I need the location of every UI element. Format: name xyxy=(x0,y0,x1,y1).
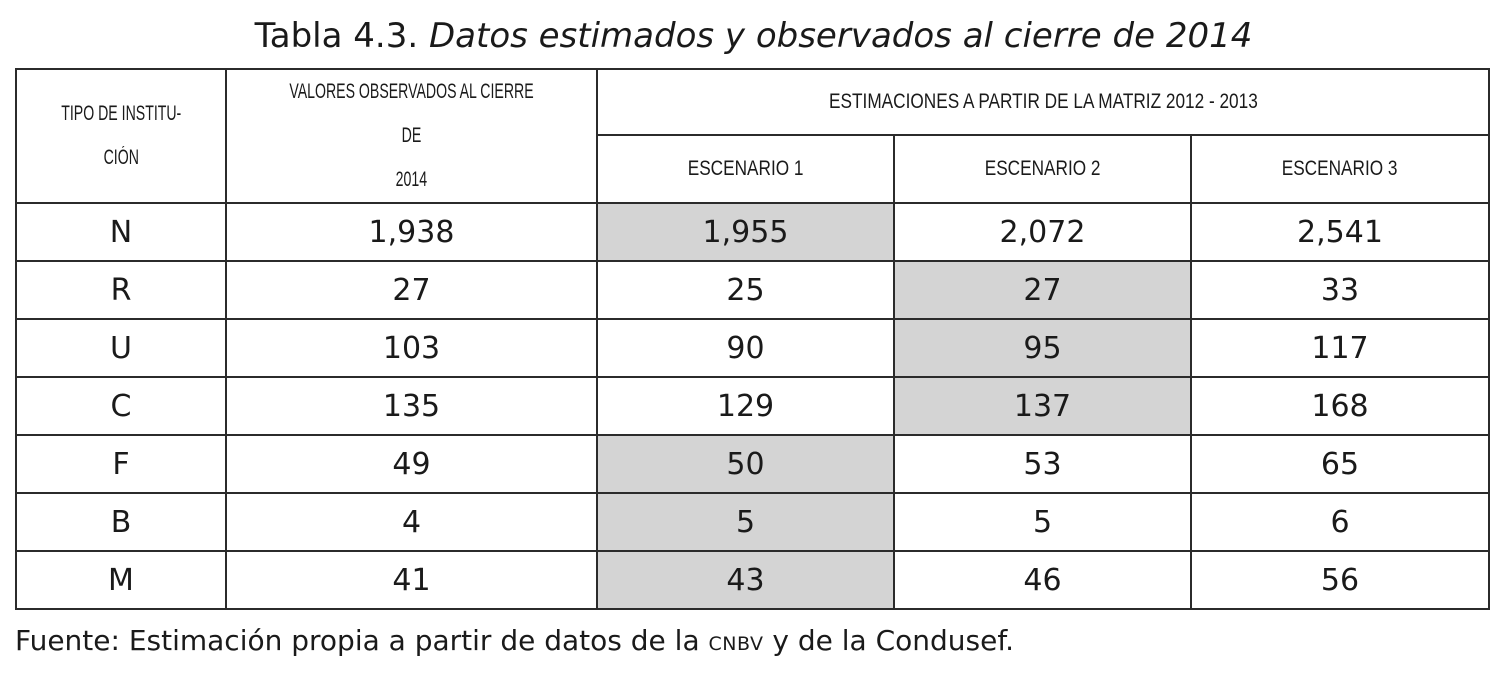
cell-observado: 1,938 xyxy=(225,202,598,262)
cell-escenario-2: 5 xyxy=(893,492,1192,552)
cell-tipo: F xyxy=(15,434,227,494)
cell-escenario-3: 56 xyxy=(1190,550,1490,610)
header-tipo: TIPO DE INSTITU- CIÓN xyxy=(15,68,227,204)
cell-escenario-3: 117 xyxy=(1190,318,1490,378)
header-escenario-2-label: ESCENARIO 2 xyxy=(984,157,1101,181)
table-title-prefix: Tabla 4.3. xyxy=(254,16,419,56)
cell-escenario-1: 90 xyxy=(596,318,895,378)
header-escenario-1: ESCENARIO 1 xyxy=(596,134,895,204)
cell-escenario-1: 50 xyxy=(596,434,895,494)
cell-escenario-1: 43 xyxy=(596,550,895,610)
table-row: U 103 90 95 117 xyxy=(15,318,1490,378)
cell-escenario-3: 168 xyxy=(1190,376,1490,436)
cell-observado: 4 xyxy=(225,492,598,552)
cell-escenario-2: 27 xyxy=(893,260,1192,320)
table-title: Tabla 4.3. Datos estimados y observados … xyxy=(0,10,1507,62)
header-observados-line1: VALORES OBSERVADOS AL CIERRE DE xyxy=(289,80,534,147)
table-row: M 41 43 46 56 xyxy=(15,550,1490,610)
header-escenario-1-label: ESCENARIO 1 xyxy=(687,157,804,181)
cell-tipo: B xyxy=(15,492,227,552)
cell-tipo: R xyxy=(15,260,227,320)
cell-escenario-1: 5 xyxy=(596,492,895,552)
header-tipo-line2: CIÓN xyxy=(103,146,139,169)
table-title-italic: Datos estimados y observados al cierre d… xyxy=(428,16,1253,56)
header-observados: VALORES OBSERVADOS AL CIERRE DE 2014 xyxy=(225,68,598,204)
cell-escenario-2: 137 xyxy=(893,376,1192,436)
header-row-top: TIPO DE INSTITU- CIÓN VALORES OBSERVADOS … xyxy=(15,67,1490,204)
header-observados-line2: 2014 xyxy=(395,168,428,191)
table-row: N 1,938 1,955 2,072 2,541 xyxy=(15,202,1490,262)
cell-escenario-1: 1,955 xyxy=(596,202,895,262)
source-prefix: Fuente: Estimación propia a partir de da… xyxy=(15,624,700,657)
cell-escenario-1: 25 xyxy=(596,260,895,320)
cell-observado: 27 xyxy=(225,260,598,320)
source-abbrev: CNBV xyxy=(708,633,764,655)
cell-escenario-2: 46 xyxy=(893,550,1192,610)
cell-escenario-2: 2,072 xyxy=(893,202,1192,262)
cell-observado: 135 xyxy=(225,376,598,436)
source-note: Fuente: Estimación propia a partir de da… xyxy=(15,616,1014,666)
header-estimaciones: ESTIMACIONES A PARTIR DE LA MATRIZ 2012 … xyxy=(596,67,1490,137)
cell-observado: 41 xyxy=(225,550,598,610)
header-escenario-2: ESCENARIO 2 xyxy=(893,134,1192,204)
header-row-bottom: ESCENARIO 1 ESCENARIO 2 ESCENARIO 3 xyxy=(16,134,1490,204)
table-row: C 135 129 137 168 xyxy=(15,376,1490,436)
cell-escenario-3: 6 xyxy=(1190,492,1490,552)
cell-escenario-2: 53 xyxy=(893,434,1192,494)
cell-tipo: N xyxy=(15,202,227,262)
cell-tipo: C xyxy=(15,376,227,436)
cell-tipo: U xyxy=(15,318,227,378)
cell-escenario-3: 2,541 xyxy=(1190,202,1490,262)
table-row: B 4 5 5 6 xyxy=(15,492,1490,552)
cell-tipo: M xyxy=(15,550,227,610)
cell-observado: 49 xyxy=(225,434,598,494)
header-estimaciones-label: ESTIMACIONES A PARTIR DE LA MATRIZ 2012 … xyxy=(828,90,1258,114)
cell-escenario-2: 95 xyxy=(893,318,1192,378)
cell-escenario-3: 33 xyxy=(1190,260,1490,320)
cell-escenario-1: 129 xyxy=(596,376,895,436)
table-row: R 27 25 27 33 xyxy=(15,260,1490,320)
table-row: F 49 50 53 65 xyxy=(15,434,1490,494)
cell-escenario-3: 65 xyxy=(1190,434,1490,494)
header-escenario-3: ESCENARIO 3 xyxy=(1190,134,1490,204)
header-escenario-3-label: ESCENARIO 3 xyxy=(1282,157,1398,181)
cell-observado: 103 xyxy=(225,318,598,378)
header-tipo-line1: TIPO DE INSTITU- xyxy=(60,102,182,125)
data-table: TIPO DE INSTITU- CIÓN VALORES OBSERVADOS … xyxy=(15,67,1490,610)
source-suffix: y de la Condusef. xyxy=(772,624,1015,657)
